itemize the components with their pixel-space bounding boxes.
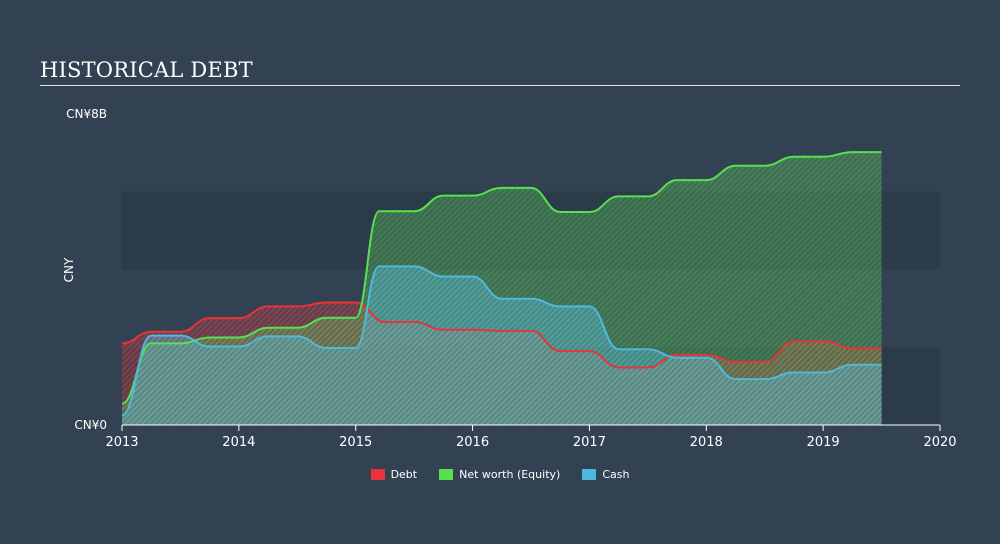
line-equity	[122, 151, 882, 405]
x-tick-label: 2018	[690, 435, 723, 450]
x-tick-label: 2013	[105, 435, 138, 450]
line-cash	[122, 265, 882, 417]
y-tick-label: CN¥0	[74, 418, 107, 432]
x-tick-label: 2014	[222, 435, 255, 450]
legend: Debt Net worth (Equity) Cash	[0, 468, 1000, 481]
legend-swatch-cash	[582, 469, 597, 480]
line-debt	[122, 301, 882, 369]
legend-item-equity[interactable]: Net worth (Equity)	[439, 468, 560, 481]
legend-swatch-equity	[439, 469, 454, 480]
x-tick-label: 2019	[807, 435, 840, 450]
x-tick-label: 2017	[573, 435, 606, 450]
legend-item-debt[interactable]: Debt	[370, 468, 418, 481]
chart-title: HISTORICAL DEBT	[40, 58, 253, 82]
x-tick-label: 2016	[456, 435, 489, 450]
legend-swatch-debt	[370, 469, 385, 480]
legend-label-debt: Debt	[390, 468, 418, 481]
x-tick-label: 2020	[923, 435, 956, 450]
y-tick-label: CN¥8B	[66, 107, 107, 121]
legend-label-cash: Cash	[602, 468, 630, 481]
title-divider	[40, 85, 960, 86]
x-tick-label: 2015	[339, 435, 372, 450]
y-axis-label: CNY	[62, 257, 76, 282]
area-hatch-cash	[122, 266, 882, 425]
legend-item-cash[interactable]: Cash	[582, 468, 629, 481]
legend-label-equity: Net worth (Equity)	[459, 468, 561, 481]
